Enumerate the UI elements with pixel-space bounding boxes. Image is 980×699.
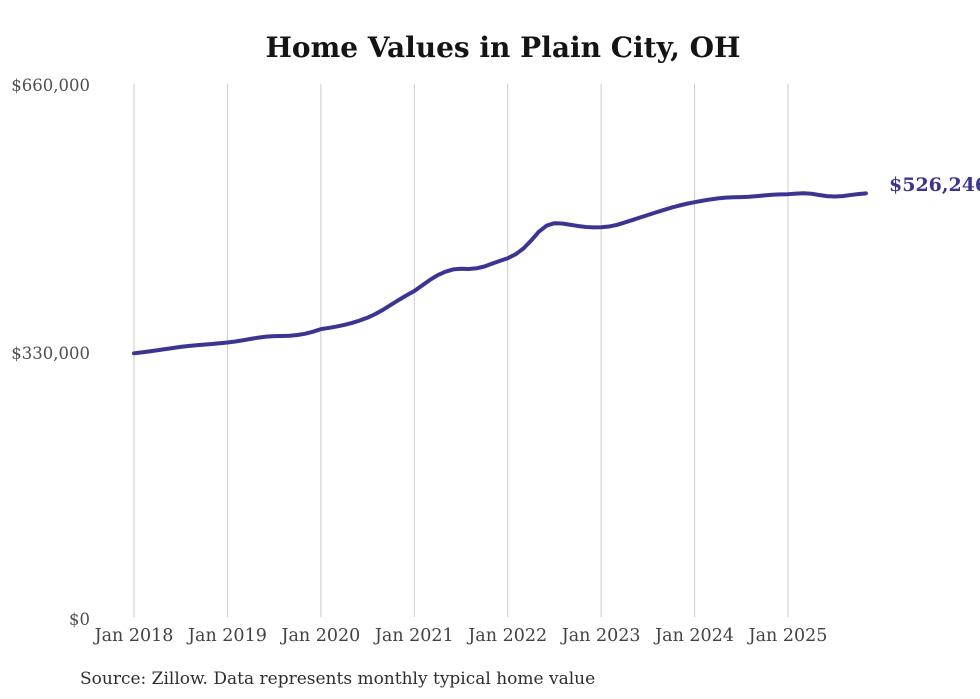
x-tick-jan-2020: Jan 2020: [279, 626, 360, 646]
gridlines: [133, 84, 789, 617]
value-line: [132, 191, 868, 356]
x-tick-jan-2019: Jan 2019: [186, 626, 267, 646]
x-tick-jan-2024: Jan 2024: [653, 626, 734, 646]
y-axis-labels: $660,000 $330,000 $0: [11, 76, 90, 629]
x-tick-jan-2023: Jan 2023: [560, 626, 641, 646]
y-tick-0: $0: [69, 610, 90, 629]
x-tick-jan-2021: Jan 2021: [373, 626, 454, 646]
x-tick-jan-2018: Jan 2018: [93, 626, 174, 646]
y-tick-660000: $660,000: [11, 76, 90, 95]
y-tick-330000: $330,000: [11, 344, 90, 363]
x-axis-labels: Jan 2018 Jan 2019 Jan 2020 Jan 2021 Jan …: [93, 626, 828, 646]
x-tick-jan-2022: Jan 2022: [466, 626, 547, 646]
end-value-label: $526,246: [889, 174, 980, 196]
chart-title: Home Values in Plain City, OH: [265, 31, 740, 64]
x-tick-jan-2025: Jan 2025: [747, 626, 828, 646]
source-note: Source: Zillow. Data represents monthly …: [80, 669, 595, 689]
